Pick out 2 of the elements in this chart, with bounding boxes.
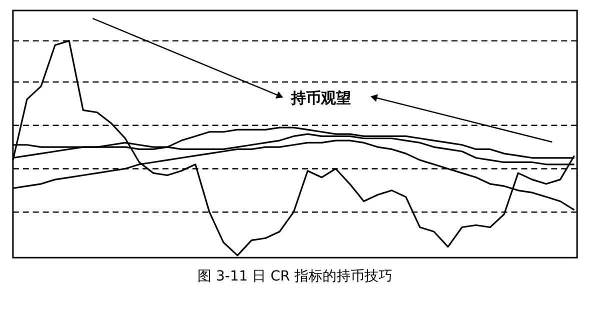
text: 图 3-11 日 CR 指标的持币技巧 [198,268,392,285]
annotation: 持币观望 [290,89,351,108]
